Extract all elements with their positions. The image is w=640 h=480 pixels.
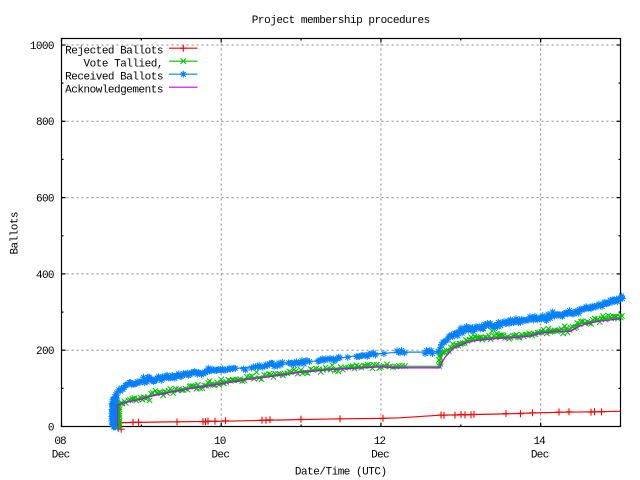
- svg-text:1000: 1000: [30, 41, 55, 53]
- svg-text:Acknowledgements: Acknowledgements: [65, 85, 163, 97]
- svg-text:600: 600: [36, 194, 55, 206]
- svg-text:12: 12: [374, 436, 386, 448]
- svg-text:Received Ballots: Received Ballots: [65, 72, 163, 84]
- svg-text:Date/Time (UTC): Date/Time (UTC): [295, 467, 387, 479]
- svg-text:08: 08: [54, 436, 66, 448]
- svg-text:Dec: Dec: [531, 449, 550, 461]
- svg-text:Ballots: Ballots: [10, 211, 22, 254]
- svg-text:Project membership procedures: Project membership procedures: [252, 15, 430, 27]
- svg-text:800: 800: [36, 117, 55, 129]
- svg-text:200: 200: [36, 346, 55, 358]
- svg-text:Dec: Dec: [211, 449, 230, 461]
- svg-text:10: 10: [214, 436, 226, 448]
- svg-text:Dec: Dec: [52, 449, 71, 461]
- svg-text:400: 400: [36, 270, 55, 282]
- svg-text:0: 0: [48, 422, 55, 434]
- svg-text:Dec: Dec: [371, 449, 390, 461]
- svg-text:Vote Tallied,: Vote Tallied,: [84, 59, 164, 71]
- svg-text:14: 14: [533, 436, 546, 448]
- svg-text:Rejected Ballots: Rejected Ballots: [65, 46, 163, 58]
